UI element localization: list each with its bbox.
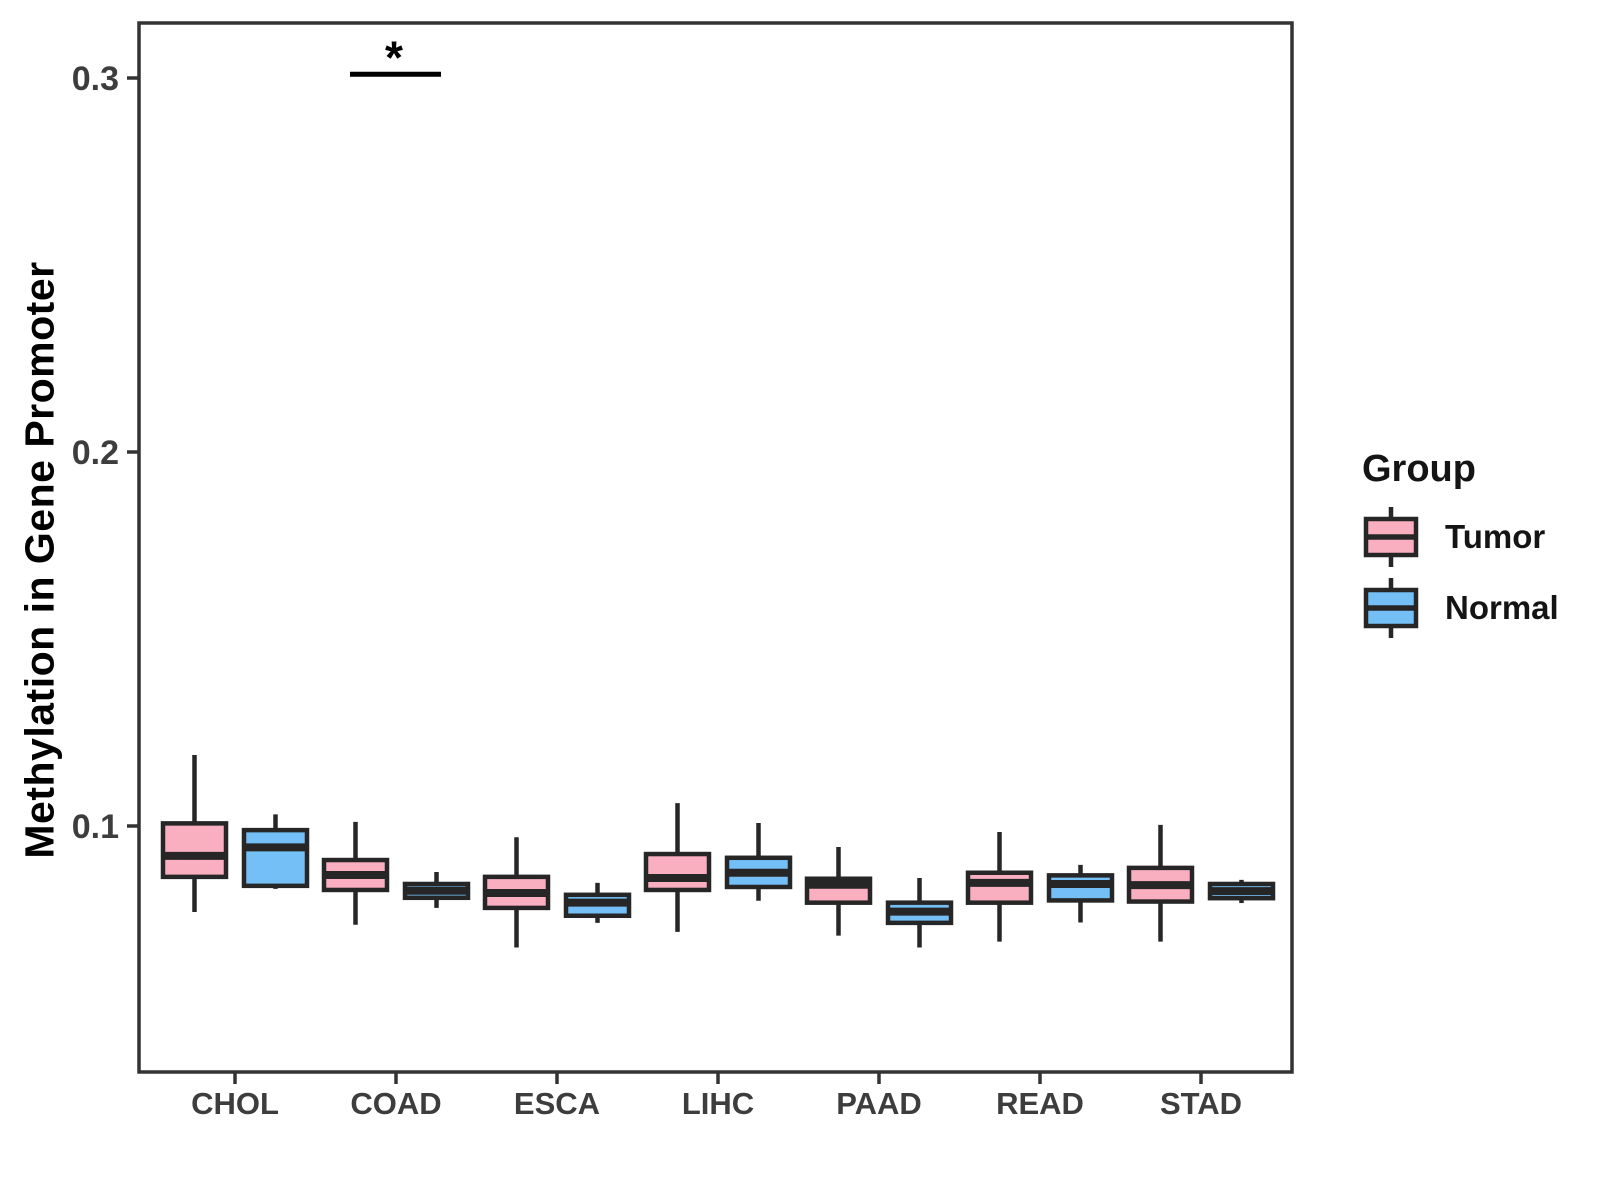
significance-annotation-COAD: * [350, 31, 441, 83]
x-tick-label: CHOL [191, 1086, 279, 1121]
box-normal-COAD [402, 872, 471, 908]
box-normal-STAD [1207, 879, 1276, 904]
y-tick-label: 0.1 [72, 808, 119, 846]
box-tumor-LIHC [643, 803, 712, 932]
box-tumor-CHOL [160, 754, 229, 913]
box-normal-ESCA [563, 882, 632, 923]
legend-label-normal: Normal [1445, 588, 1559, 626]
box-normal-PAAD [885, 877, 954, 948]
legend-title: Group [1362, 448, 1476, 490]
legend: Group Tumor Normal [1362, 448, 1559, 640]
box-tumor-ESCA [482, 837, 551, 948]
box-normal-READ [1046, 864, 1115, 923]
y-axis-title: Methylation in Gene Promoter [16, 261, 63, 859]
y-tick-label: 0.2 [72, 434, 119, 472]
significance-star: * [385, 31, 403, 83]
x-tick-label: STAD [1160, 1086, 1242, 1121]
x-tick-label: READ [996, 1086, 1084, 1121]
y-tick-label: 0.3 [72, 60, 119, 98]
box-tumor-COAD [321, 821, 390, 925]
x-tick-label: COAD [350, 1086, 441, 1121]
x-tick-label: LIHC [682, 1086, 754, 1121]
box-normal-LIHC [724, 823, 793, 901]
boxplot-key-icon [1363, 577, 1419, 638]
box-tumor-PAAD [804, 846, 873, 936]
box-tumor-STAD [1126, 824, 1195, 942]
boxplot-key-icon [1363, 506, 1419, 567]
panel-border [137, 21, 1294, 1074]
legend-entry-tumor: Tumor [1362, 505, 1559, 569]
box-normal-CHOL [241, 814, 310, 889]
x-tick-label: PAAD [836, 1086, 922, 1121]
box-tumor-READ [965, 831, 1034, 942]
legend-entry-normal: Normal [1362, 576, 1559, 640]
x-tick-label: ESCA [514, 1086, 600, 1121]
legend-label-tumor: Tumor [1445, 517, 1546, 555]
